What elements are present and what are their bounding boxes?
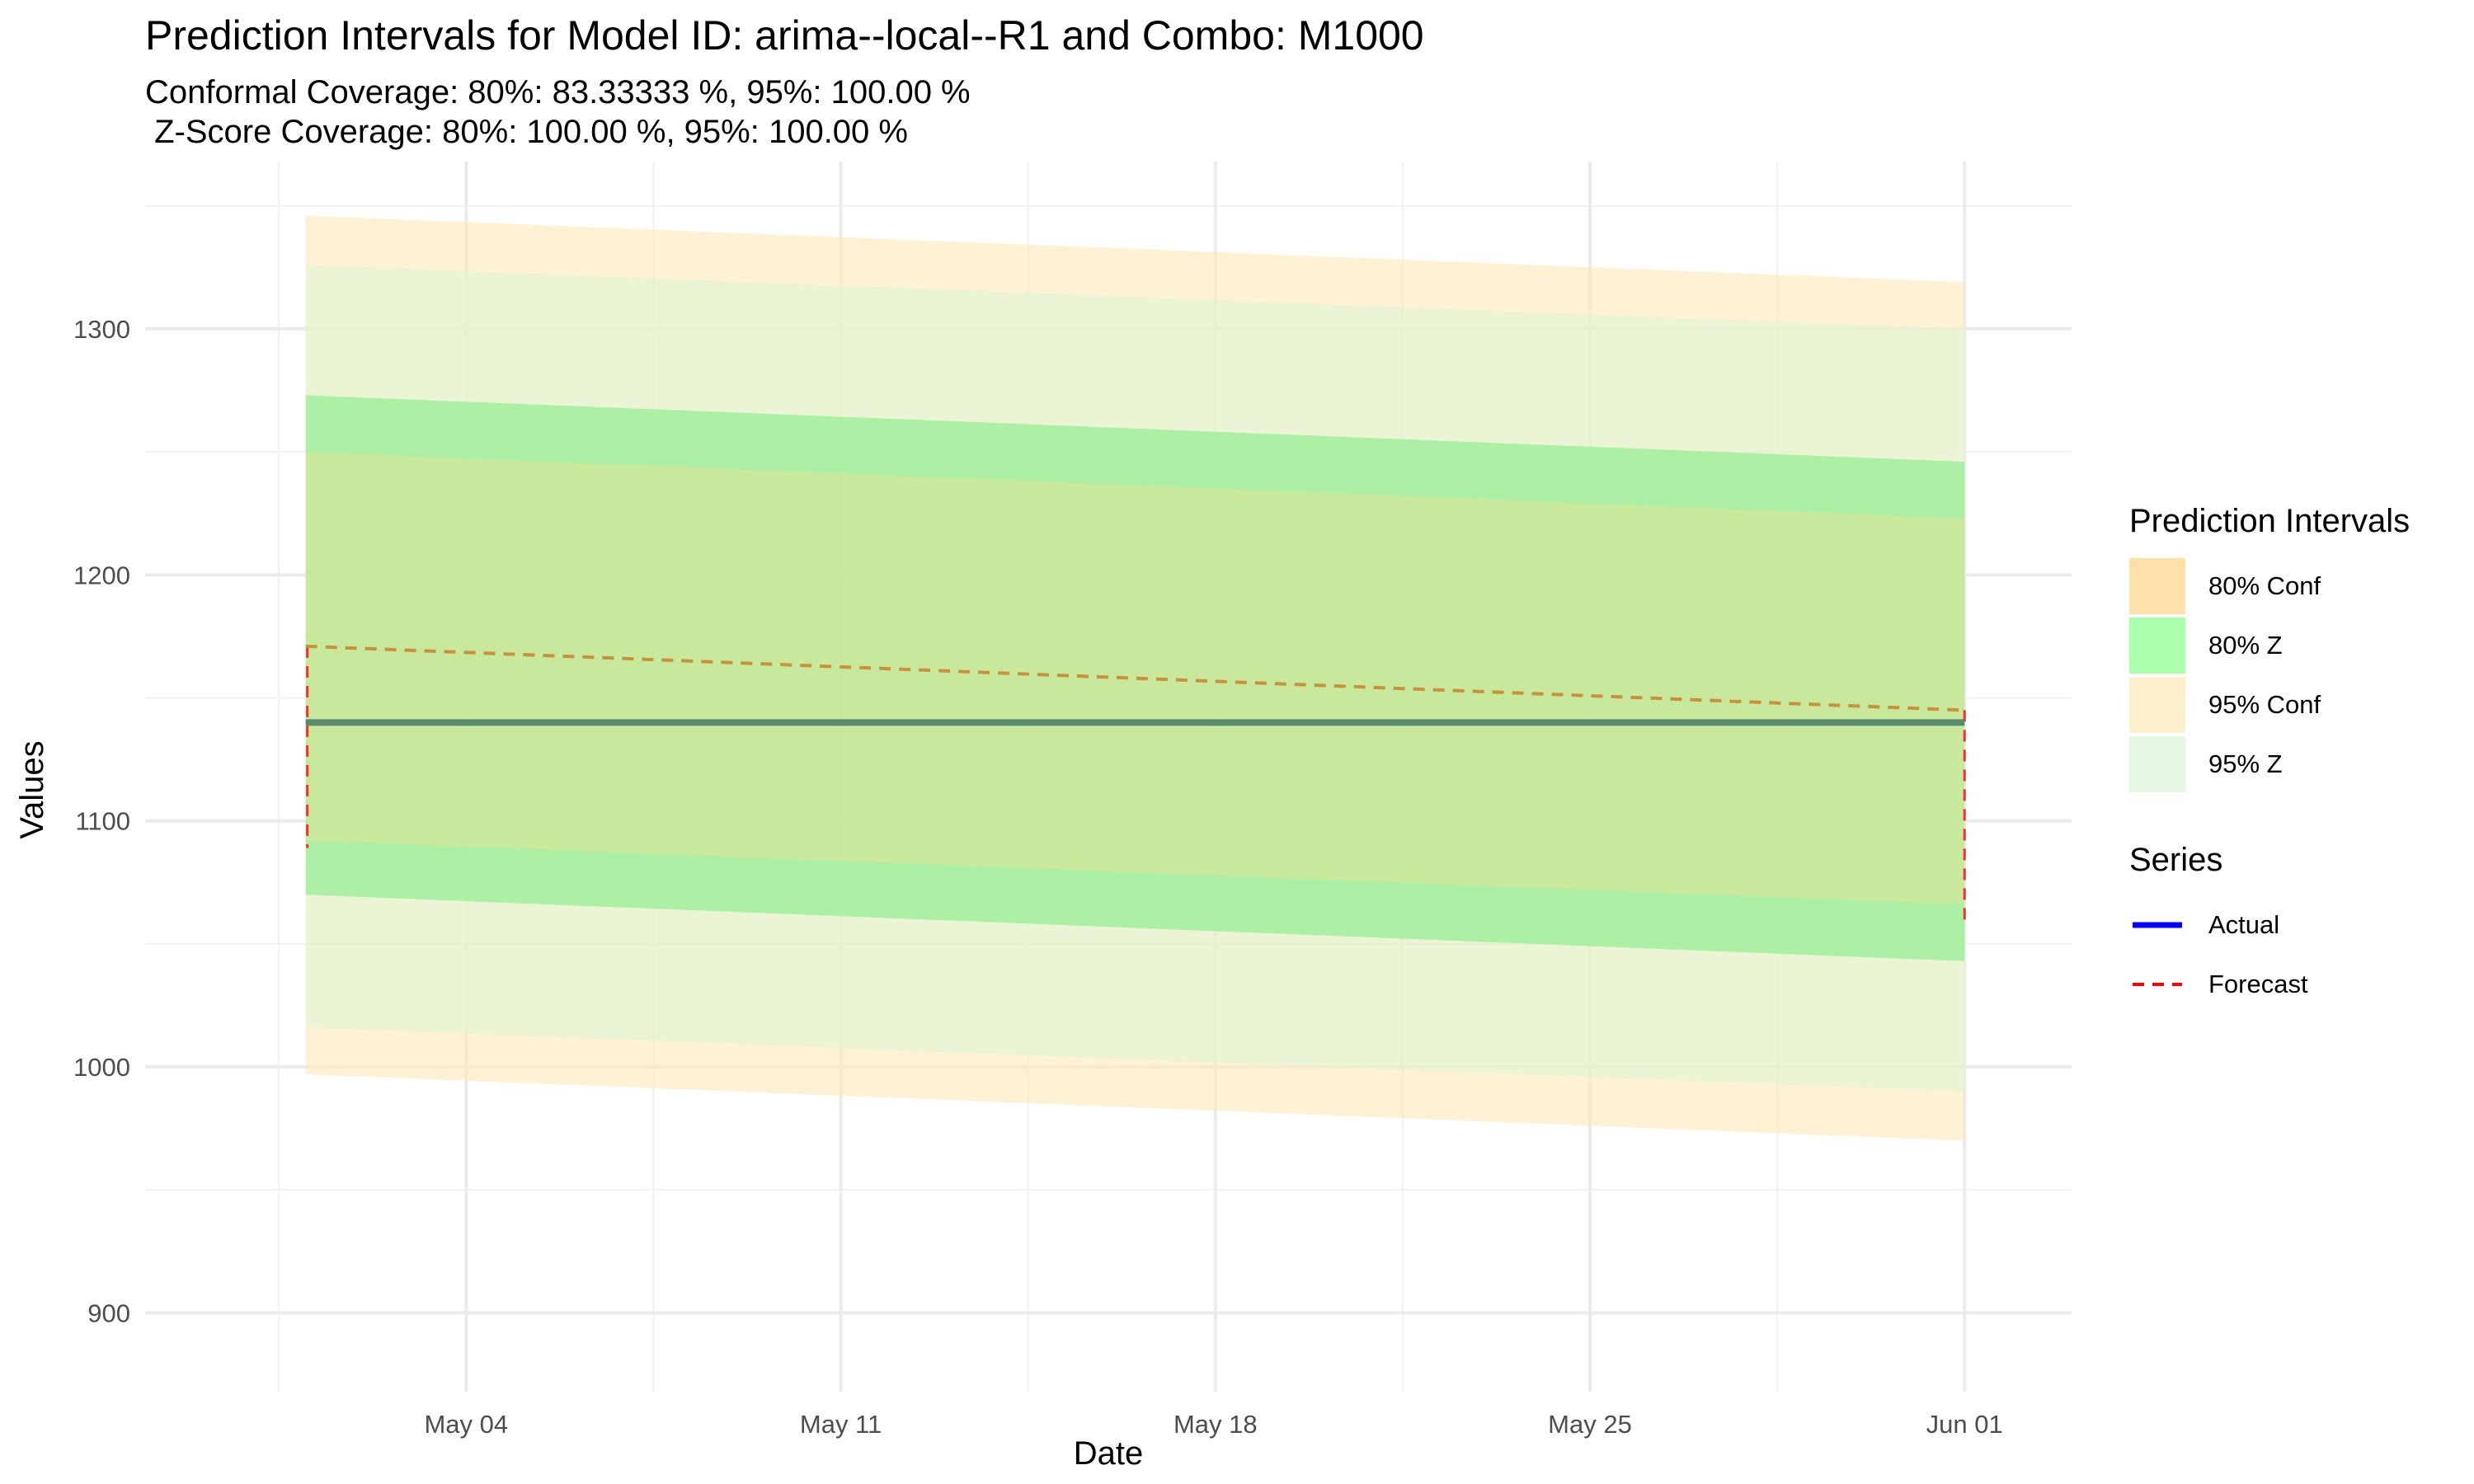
series-lines <box>305 644 1966 928</box>
legend-intervals: 80% Conf 80% Z 95% Conf 95% Z <box>2129 556 2410 794</box>
x-axis-title: Date <box>1074 1435 1144 1472</box>
chart-subtitle: Conformal Coverage: 80%: 83.33333 %, 95%… <box>145 74 971 150</box>
legend-item: Forecast <box>2129 955 2410 1014</box>
legend-swatch <box>2129 558 2185 614</box>
legend-label: Forecast <box>2208 970 2308 998</box>
x-tick-label: May 18 <box>1174 1410 1258 1439</box>
x-tick-label: May 04 <box>424 1410 508 1439</box>
legend-series: Actual Forecast <box>2129 895 2410 1014</box>
x-tick-label: Jun 01 <box>1926 1410 2003 1439</box>
y-tick-label: 900 <box>87 1299 130 1328</box>
legend-dashed-line-swatch <box>2133 983 2182 986</box>
legend-title-intervals: Prediction Intervals <box>2129 503 2411 539</box>
legend-label: 80% Z <box>2208 631 2283 660</box>
legend-line-swatch <box>2133 922 2182 928</box>
legend: Prediction Intervals 80% Conf 80% Z 95% Co… <box>2129 503 2410 1014</box>
legend-swatch <box>2129 677 2185 733</box>
legend-label: Actual <box>2208 910 2280 939</box>
legend-label: 95% Z <box>2208 749 2283 778</box>
y-axis-title: Values <box>14 740 50 838</box>
legend-item: 95% Conf <box>2129 675 2410 735</box>
band-80-z <box>305 395 1965 961</box>
chart-title: Prediction Intervals for Model ID: arima… <box>145 12 1424 59</box>
legend-swatch <box>2129 736 2185 792</box>
legend-item: Actual <box>2129 895 2410 955</box>
legend-item: 80% Z <box>2129 616 2410 675</box>
y-tick-label: 1000 <box>73 1053 130 1082</box>
legend-title-series: Series <box>2129 842 2223 878</box>
legend-label: 80% Conf <box>2208 571 2321 600</box>
y-tick-label: 1200 <box>73 561 130 589</box>
x-axis-ticks: May 04 May 11 May 18 May 25 Jun 01 <box>424 1410 2002 1439</box>
legend-label: 95% Conf <box>2208 690 2321 719</box>
x-tick-label: May 11 <box>800 1410 882 1439</box>
x-tick-label: May 25 <box>1548 1410 1632 1439</box>
y-tick-label: 1300 <box>73 315 130 344</box>
legend-item: 95% Z <box>2129 735 2410 794</box>
interval-bands <box>305 215 1965 1141</box>
legend-item: 80% Conf <box>2129 556 2410 616</box>
legend-swatch <box>2129 618 2185 674</box>
y-axis-ticks: 900 1000 1100 1200 1300 <box>73 315 130 1328</box>
y-tick-label: 1100 <box>75 807 130 836</box>
band-80-conf <box>305 452 1965 905</box>
